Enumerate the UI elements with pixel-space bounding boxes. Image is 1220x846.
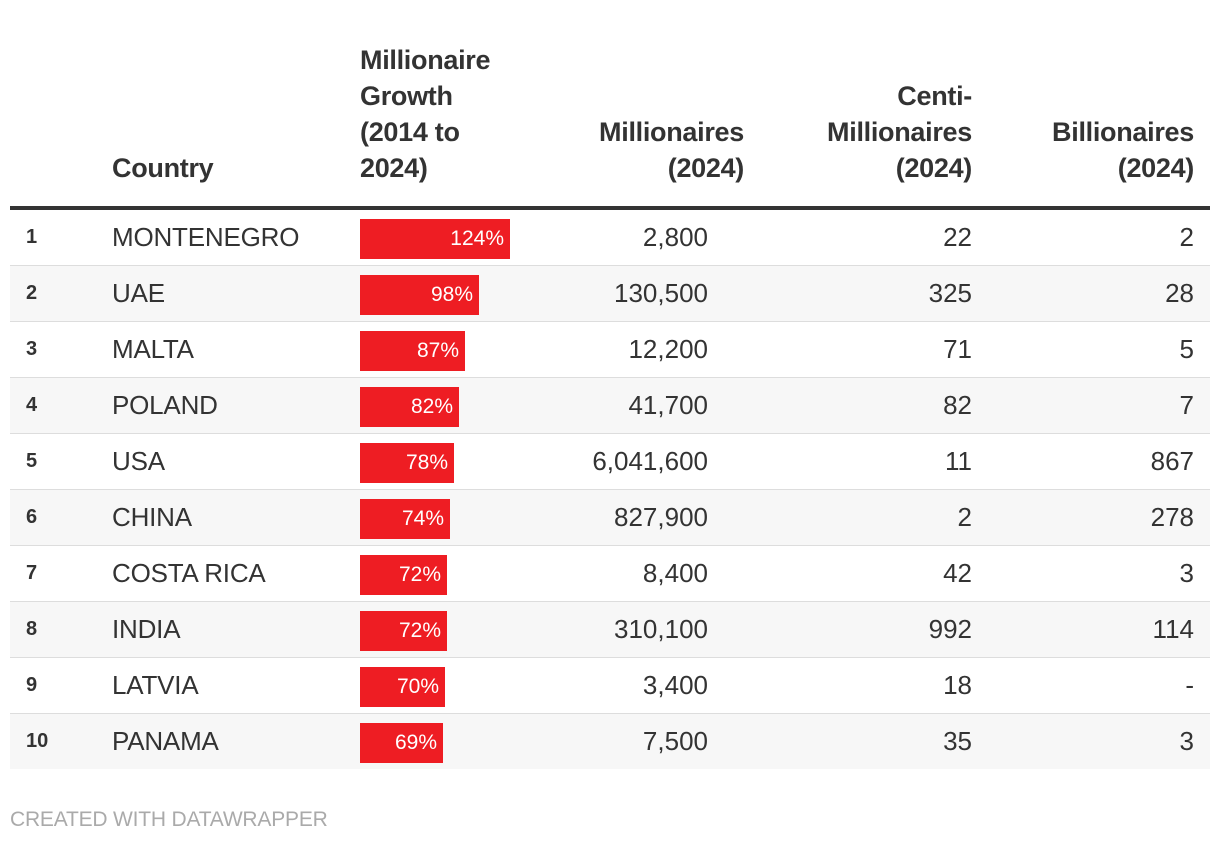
growth-cell: 82% xyxy=(360,378,560,433)
growth-cell: 70% xyxy=(360,658,560,713)
growth-bar: 78% xyxy=(360,443,454,483)
growth-cell: 74% xyxy=(360,490,560,545)
rank-cell: 7 xyxy=(26,562,38,584)
billionaires-cell: 278 xyxy=(1150,502,1194,532)
millionaires-cell: 7,500 xyxy=(642,726,708,756)
growth-bar: 82% xyxy=(360,387,459,427)
table-body: 1 MONTENEGRO 124% 2,800 22 2 2 UAE 98% 130,500 325… xyxy=(10,210,1210,769)
growth-bar: 124% xyxy=(360,219,510,259)
table-header: Country Millionaire Growth (2014 to 2024… xyxy=(10,0,1210,210)
rank-cell: 6 xyxy=(26,506,38,528)
centi-millionaires-cell: 22 xyxy=(943,222,972,252)
table-row: 5 USA 78% 6,041,600 11 867 xyxy=(10,434,1210,490)
growth-bar: 69% xyxy=(360,723,443,763)
centi-millionaires-cell: 71 xyxy=(943,334,972,364)
rank-cell: 2 xyxy=(26,282,38,304)
billionaires-cell: - xyxy=(1185,670,1194,700)
country-cell: UAE xyxy=(112,278,165,308)
country-cell: CHINA xyxy=(112,502,192,532)
growth-bar: 74% xyxy=(360,499,450,539)
rank-cell: 9 xyxy=(26,674,38,696)
millionaires-cell: 130,500 xyxy=(614,278,708,308)
millionaires-cell: 8,400 xyxy=(642,558,708,588)
country-cell: LATVIA xyxy=(112,670,199,700)
centi-millionaires-cell: 992 xyxy=(928,614,972,644)
header-country[interactable]: Country xyxy=(112,153,214,183)
billionaires-cell: 114 xyxy=(1152,614,1194,644)
growth-cell: 87% xyxy=(360,322,560,377)
millionaires-cell: 827,900 xyxy=(614,502,708,532)
country-cell: INDIA xyxy=(112,614,181,644)
millionaires-cell: 12,200 xyxy=(628,334,708,364)
rank-cell: 4 xyxy=(26,394,38,416)
centi-millionaires-cell: 82 xyxy=(943,390,972,420)
growth-cell: 98% xyxy=(360,266,560,321)
centi-millionaires-cell: 2 xyxy=(957,502,972,532)
millionaires-cell: 41,700 xyxy=(628,390,708,420)
rank-cell: 1 xyxy=(26,226,38,248)
table-row: 6 CHINA 74% 827,900 2 278 xyxy=(10,490,1210,546)
header-millionaires[interactable]: Millionaires (2024) xyxy=(599,117,744,183)
country-cell: MONTENEGRO xyxy=(112,222,300,252)
centi-millionaires-cell: 325 xyxy=(928,278,972,308)
millionaires-cell: 310,100 xyxy=(614,614,708,644)
rank-cell: 3 xyxy=(26,338,38,360)
millionaires-cell: 2,800 xyxy=(642,222,708,252)
growth-cell: 72% xyxy=(360,546,560,601)
growth-cell: 72% xyxy=(360,602,560,657)
rank-cell: 5 xyxy=(26,450,38,472)
billionaires-cell: 7 xyxy=(1179,390,1194,420)
country-cell: USA xyxy=(112,446,165,476)
growth-bar: 87% xyxy=(360,331,465,371)
growth-bar: 72% xyxy=(360,555,447,595)
table-row: 3 MALTA 87% 12,200 71 5 xyxy=(10,322,1210,378)
centi-millionaires-cell: 18 xyxy=(943,670,972,700)
centi-millionaires-cell: 35 xyxy=(943,726,972,756)
billionaires-cell: 3 xyxy=(1179,726,1194,756)
header-millionaire-growth[interactable]: Millionaire Growth (2014 to 2024) xyxy=(360,45,491,183)
datawrapper-credit: CREATED WITH DATAWRAPPER xyxy=(10,808,328,831)
table-row: 2 UAE 98% 130,500 325 28 xyxy=(10,266,1210,322)
country-cell: COSTA RICA xyxy=(112,558,266,588)
table-row: 10 PANAMA 69% 7,500 35 3 xyxy=(10,714,1210,769)
table-row: 8 INDIA 72% 310,100 992 114 xyxy=(10,602,1210,658)
header-billionaires[interactable]: Billionaires (2024) xyxy=(1052,117,1194,183)
country-cell: PANAMA xyxy=(112,726,219,756)
millionaires-cell: 3,400 xyxy=(642,670,708,700)
data-table: Country Millionaire Growth (2014 to 2024… xyxy=(10,0,1210,769)
millionaires-cell: 6,041,600 xyxy=(592,446,708,476)
centi-millionaires-cell: 11 xyxy=(945,446,972,476)
header-centi-millionaires[interactable]: Centi- Millionaires (2024) xyxy=(827,81,972,183)
rank-cell: 10 xyxy=(26,730,49,752)
growth-bar: 98% xyxy=(360,275,479,315)
country-cell: MALTA xyxy=(112,334,194,364)
growth-cell: 69% xyxy=(360,714,560,769)
table-row: 7 COSTA RICA 72% 8,400 42 3 xyxy=(10,546,1210,602)
country-cell: POLAND xyxy=(112,390,218,420)
table-row: 9 LATVIA 70% 3,400 18 - xyxy=(10,658,1210,714)
centi-millionaires-cell: 42 xyxy=(943,558,972,588)
billionaires-cell: 867 xyxy=(1150,446,1194,476)
rank-cell: 8 xyxy=(26,618,38,640)
table-row: 4 POLAND 82% 41,700 82 7 xyxy=(10,378,1210,434)
billionaires-cell: 28 xyxy=(1165,278,1194,308)
growth-cell: 124% xyxy=(360,210,560,265)
growth-bar: 72% xyxy=(360,611,447,651)
billionaires-cell: 5 xyxy=(1179,334,1194,364)
table-row: 1 MONTENEGRO 124% 2,800 22 2 xyxy=(10,210,1210,266)
billionaires-cell: 2 xyxy=(1179,222,1194,252)
billionaires-cell: 3 xyxy=(1179,558,1194,588)
growth-cell: 78% xyxy=(360,434,560,489)
growth-bar: 70% xyxy=(360,667,445,707)
